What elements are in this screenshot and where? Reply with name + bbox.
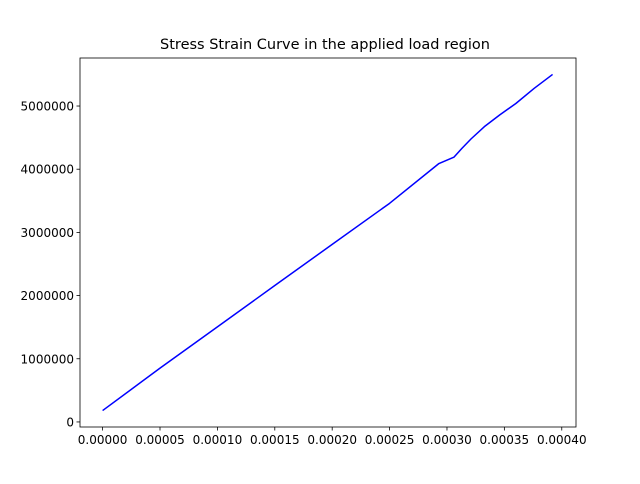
y-tick-label: 2000000	[21, 289, 74, 303]
x-tick-label: 0.00030	[422, 433, 472, 447]
x-axis: 0.00000 0.00005 0.00010 0.00015 0.00020 0.000…	[78, 427, 587, 447]
x-tick-label: 0.00000	[78, 433, 128, 447]
plot-layer	[102, 73, 554, 412]
x-tick-label: 0.00040	[537, 433, 587, 447]
x-tick-label: 0.00005	[135, 433, 185, 447]
y-tick-label: 0	[66, 415, 74, 429]
y-tick-label: 3000000	[21, 226, 74, 240]
series-line-stress-strain	[102, 73, 554, 412]
plot-frame	[79, 57, 577, 428]
x-tick-label: 0.00020	[307, 433, 357, 447]
x-tick-label: 0.00035	[480, 433, 530, 447]
y-tick-label: 1000000	[21, 352, 74, 366]
x-tick-label: 0.00015	[250, 433, 300, 447]
chart-title: Stress Strain Curve in the applied load …	[160, 37, 490, 53]
x-tick-label: 0.00010	[193, 433, 243, 447]
x-tick-label: 0.00025	[365, 433, 415, 447]
y-tick-label: 4000000	[21, 163, 74, 177]
y-axis: 0 1000000 2000000 3000000 4000000 5000000	[21, 100, 80, 429]
y-tick-label: 5000000	[21, 100, 74, 114]
